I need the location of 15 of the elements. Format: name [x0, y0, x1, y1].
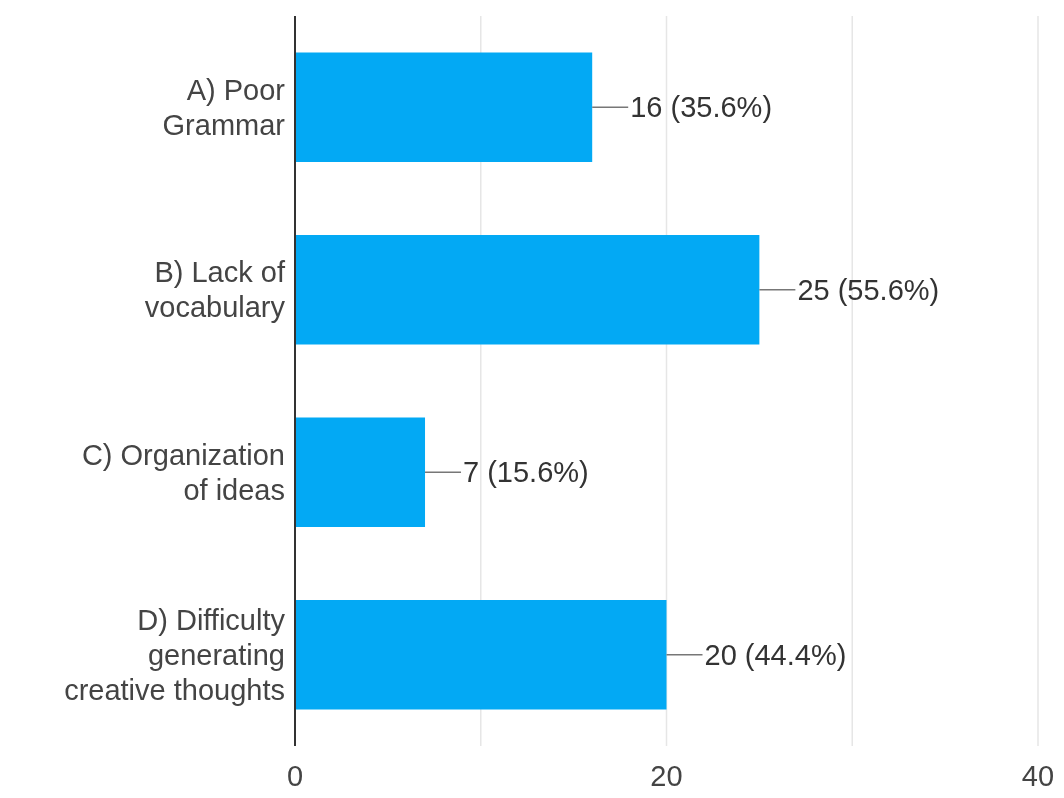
data-label: 20 (44.4%): [704, 638, 847, 671]
bar: [295, 600, 667, 710]
data-label: 16 (35.6%): [630, 91, 773, 124]
y-tick-label: A) Poor Grammar: [162, 73, 286, 141]
y-tick-label: D) Difficulty generating creative thoughts: [64, 603, 286, 706]
bar: [295, 52, 593, 162]
bar: [295, 235, 760, 345]
x-tick-label: 0: [286, 760, 304, 792]
y-tick-label: C) Organization of ideas: [81, 438, 285, 506]
x-tick-label: 40: [1021, 760, 1055, 792]
y-tick-label: B) Lack of vocabulary: [144, 256, 286, 324]
data-label: 25 (55.6%): [797, 273, 940, 306]
x-tick-label: 20: [650, 760, 683, 792]
data-label: 7 (15.6%): [463, 456, 589, 489]
bar: [295, 417, 426, 527]
